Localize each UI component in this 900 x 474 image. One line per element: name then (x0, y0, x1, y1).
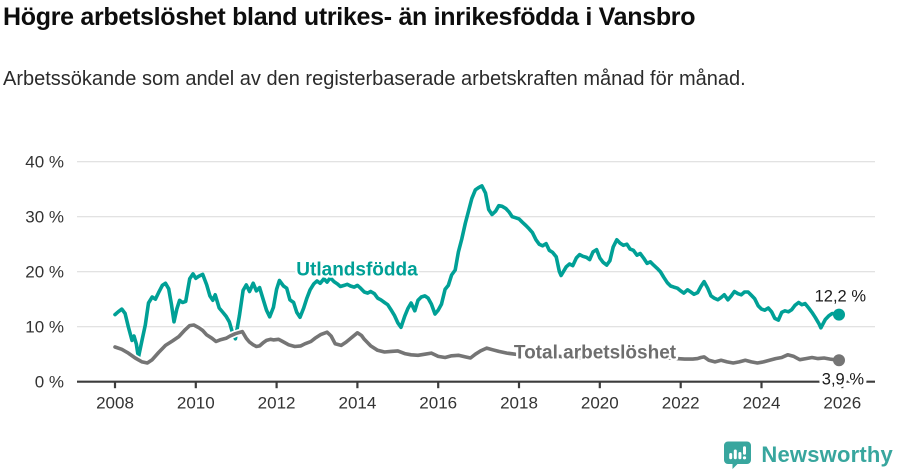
x-axis-tick-label: 2016 (419, 394, 457, 413)
series-end-dot-total (833, 354, 845, 367)
series-label-total: Total arbetslöshet (514, 343, 677, 364)
series-line-utlandsfodda (113, 184, 841, 360)
brand-footer: Newsworthy (722, 439, 893, 470)
unemployment-line-chart: 0 % 10 % 20 % 30 % 40 % 2008 2010 2012 2014 2016 2… (25, 153, 875, 413)
y-axis-tick-label: 10 % (25, 318, 64, 337)
x-axis-tick-label: 2008 (96, 394, 134, 413)
exclamation-bar (743, 446, 747, 455)
x-axis-tick-label: 2026 (823, 394, 861, 413)
speech-bubble-shape (724, 441, 752, 469)
bar-chart-speech-bubble-icon (724, 441, 752, 469)
page-title: Högre arbetslöshet bland utrikes- än inr… (3, 3, 696, 31)
x-axis-tick-label: 2018 (500, 394, 538, 413)
y-axis-tick-label: 30 % (25, 208, 64, 227)
bar-3 (738, 452, 742, 460)
series-line-total (113, 323, 841, 365)
x-axis-tick-label: 2014 (338, 394, 376, 413)
x-axis-tick-label: 2022 (662, 394, 700, 413)
x-axis-tick-label: 2020 (581, 394, 619, 413)
exclamation-dot (743, 456, 747, 460)
y-axis-tick-label: 20 % (25, 263, 64, 282)
y-axis-tick-label: 40 % (25, 153, 64, 172)
x-axis-tick-label: 2010 (177, 394, 215, 413)
chart-area: 0 % 10 % 20 % 30 % 40 % 2008 2010 2012 2014 2016 2… (0, 140, 900, 432)
x-axis-tick-label: 2012 (258, 394, 296, 413)
bar-2 (734, 449, 738, 460)
page-subtitle: Arbetssökande som andel av den registerb… (3, 68, 746, 90)
bar-1 (729, 453, 733, 460)
series-end-label-utlandsfodda: 12,2 % (815, 288, 867, 306)
brand-name: Newsworthy (761, 441, 893, 467)
series-end-label-total: 3,9 % (822, 370, 865, 388)
series-label-utlandsfodda: Utlandsfödda (296, 259, 418, 280)
series-line-casing (111, 321, 843, 367)
x-axis-tick-label: 2024 (743, 394, 781, 413)
y-axis-tick-label: 0 % (35, 373, 64, 392)
series-end-dot-utlandsfodda (833, 308, 845, 321)
